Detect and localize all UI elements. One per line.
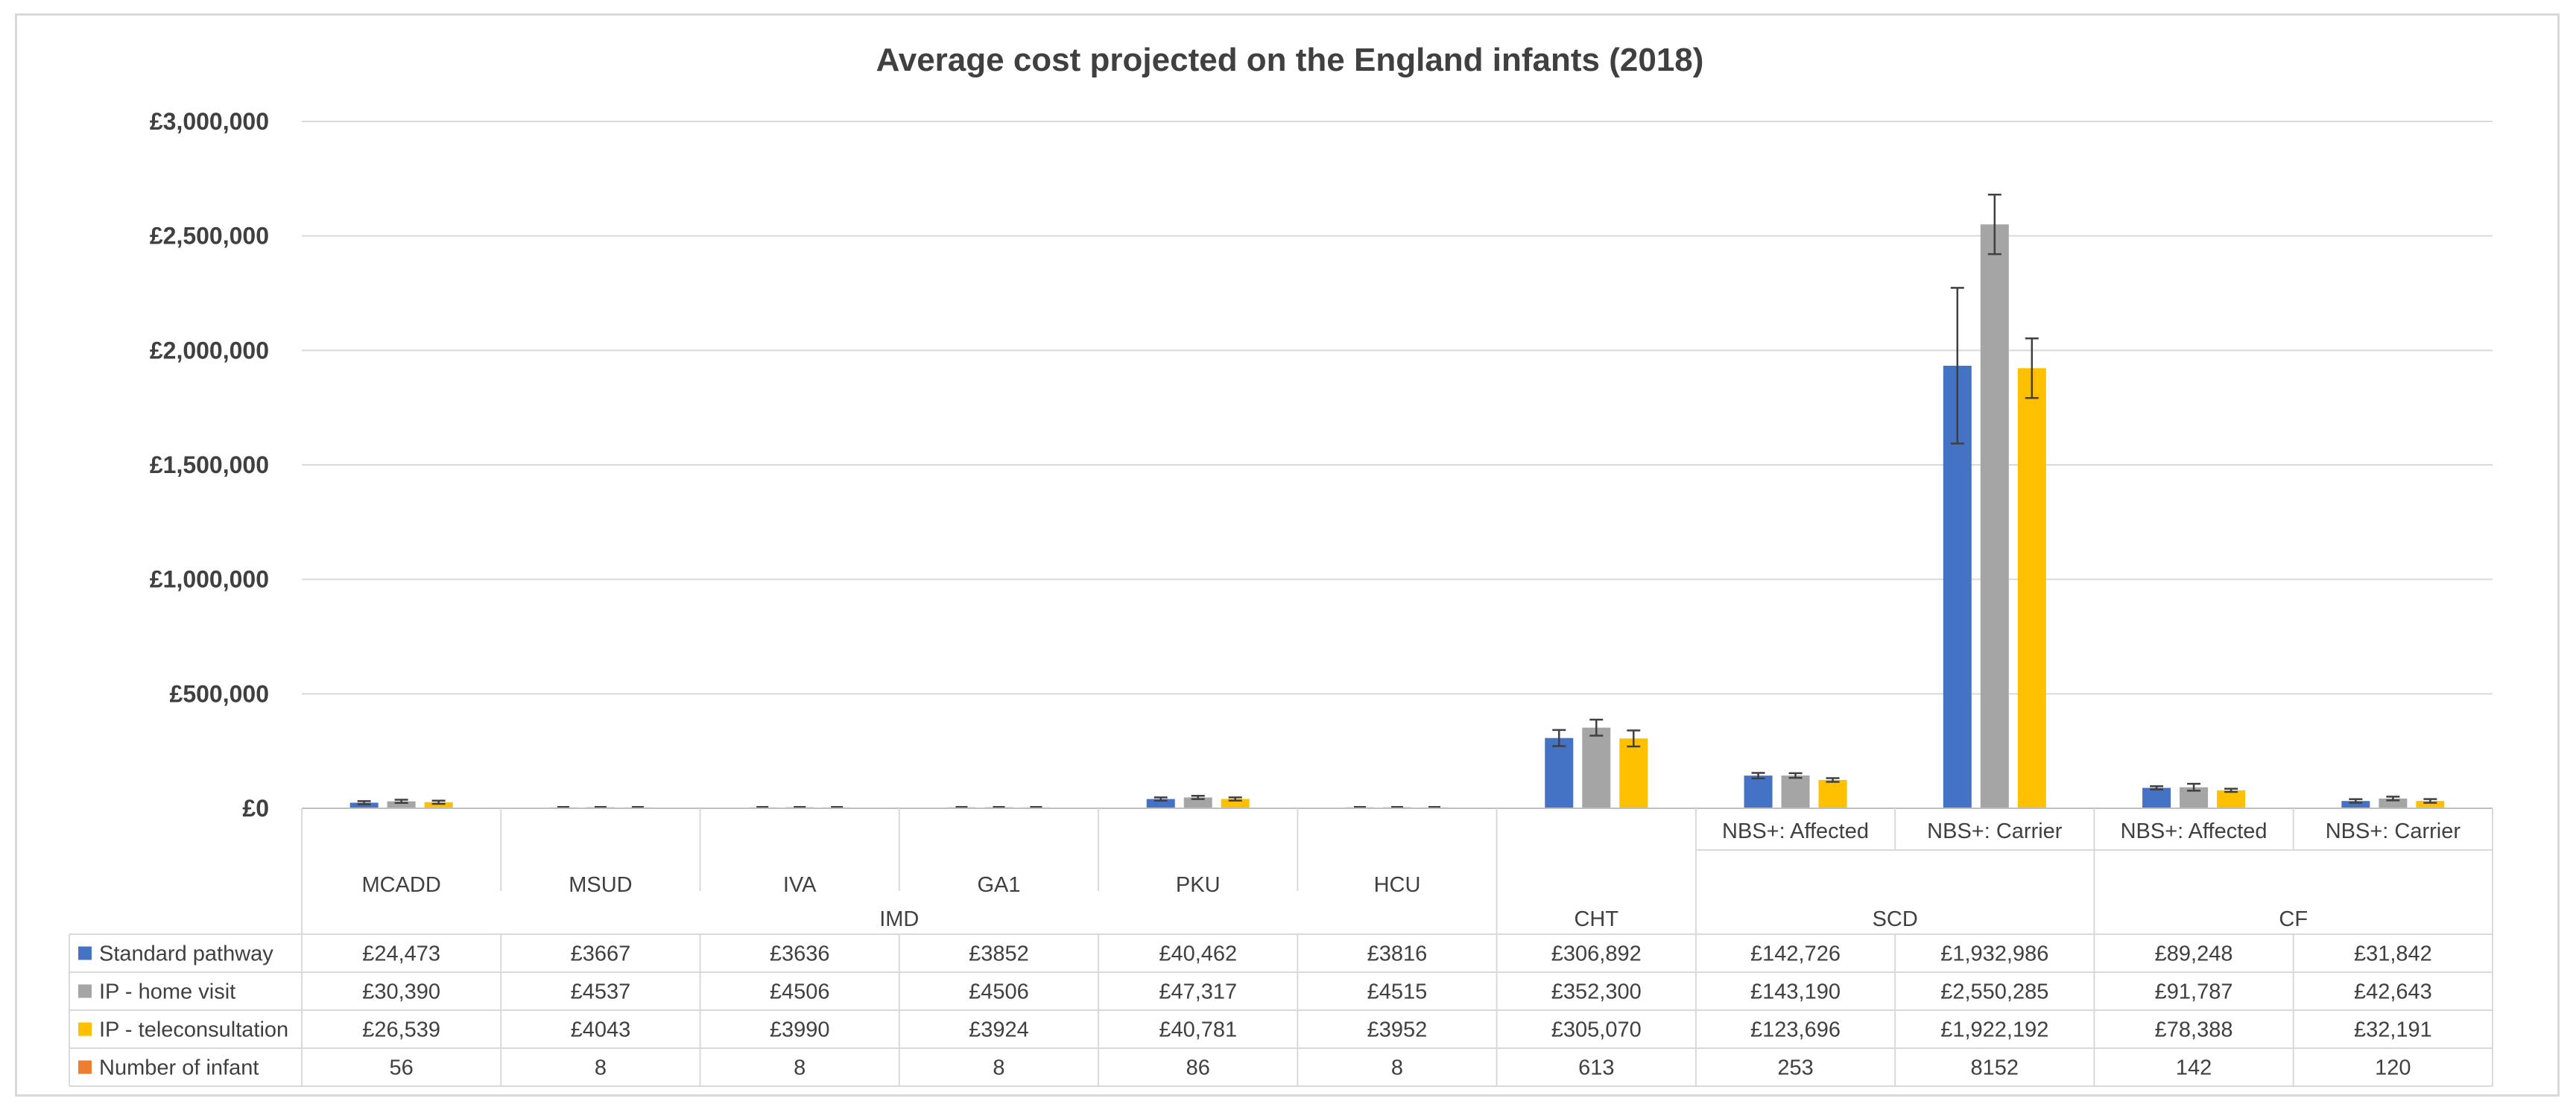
table-cell: £3636	[770, 942, 830, 966]
table-cell: £3952	[1367, 1018, 1428, 1042]
category-label-5: HCU	[1374, 873, 1421, 897]
legend-key-standard-pathway	[78, 946, 92, 960]
table-cell: 8	[993, 1056, 1004, 1080]
table-cell: £306,892	[1551, 942, 1642, 966]
bar-standard-pathway-10	[2341, 801, 2370, 808]
table-cell: 8	[794, 1056, 806, 1080]
bar-ip-teleconsultation-6	[1619, 738, 1648, 808]
chart-title: Average cost projected on the England in…	[876, 42, 1704, 78]
y-tick-label: £3,000,000	[150, 108, 269, 135]
table-cell: £123,696	[1750, 1018, 1841, 1042]
category-label-10: NBS+: Carrier	[2326, 819, 2461, 843]
legend-key-ip-teleconsultation	[78, 1022, 92, 1036]
bar-ip-home-visit-4	[1183, 797, 1212, 808]
table-cell: 86	[1186, 1056, 1210, 1080]
table-cell: £142,726	[1750, 942, 1841, 966]
table-cell: £3667	[571, 942, 631, 966]
table-cell: £26,539	[362, 1018, 440, 1042]
table-cell: £305,070	[1551, 1018, 1642, 1042]
table-cell: £3924	[969, 1018, 1029, 1042]
table-cell: £3990	[770, 1018, 830, 1042]
table-cell: £352,300	[1551, 980, 1642, 1004]
bar-ip-teleconsultation-0	[424, 802, 453, 808]
table-cell: 8	[595, 1056, 607, 1080]
bar-standard-pathway-9	[2142, 787, 2171, 808]
bar-ip-teleconsultation-8	[2017, 368, 2046, 808]
table-cell: 120	[2375, 1056, 2411, 1080]
table-cell: 8152	[1971, 1056, 2019, 1080]
table-cell: 253	[1777, 1056, 1813, 1080]
category-label-2: IVA	[783, 873, 817, 897]
y-tick-label: £0	[242, 795, 269, 822]
table-cell: £32,191	[2354, 1018, 2432, 1042]
chart-frame: Average cost projected on the England in…	[15, 13, 2560, 1097]
category-label-4: PKU	[1176, 873, 1221, 897]
table-cell: £89,248	[2155, 942, 2233, 966]
bar-standard-pathway-6	[1545, 738, 1574, 808]
y-tick-label: £2,000,000	[150, 337, 269, 364]
bar-ip-home-visit-6	[1582, 727, 1611, 808]
group-label-cf: CF	[2279, 907, 2308, 931]
category-label-8: NBS+: Carrier	[1927, 819, 2063, 843]
table-cell: 142	[2176, 1056, 2212, 1080]
table-cell: £4043	[571, 1018, 631, 1042]
y-tick-label: £500,000	[170, 680, 269, 707]
table-cell: £4537	[571, 980, 631, 1004]
table-cell: £4515	[1367, 980, 1428, 1004]
table-cell: £91,787	[2155, 980, 2233, 1004]
table-cell: £47,317	[1159, 980, 1237, 1004]
legend-label-ip-teleconsultation: IP - teleconsultation	[99, 1018, 288, 1042]
group-label-imd: IMD	[879, 907, 919, 931]
bar-standard-pathway-0	[349, 802, 379, 808]
bar-ip-home-visit-8	[1980, 224, 2009, 808]
group-label-cht: CHT	[1574, 907, 1618, 931]
table-cell: 613	[1578, 1056, 1614, 1080]
table-cell: £143,190	[1750, 980, 1841, 1004]
table-cell: £40,781	[1159, 1018, 1237, 1042]
legend-label-number-of-infant: Number of infant	[99, 1056, 259, 1080]
y-tick-label: £1,000,000	[150, 566, 269, 593]
category-label-3: GA1	[977, 873, 1020, 897]
legend-key-ip-home-visit	[78, 984, 92, 998]
category-label-0: MCADD	[361, 873, 440, 897]
bar-ip-teleconsultation-7	[1818, 779, 1847, 808]
group-label-scd: SCD	[1873, 907, 1918, 931]
category-label-9: NBS+: Affected	[2121, 819, 2268, 843]
table-cell: £3816	[1367, 942, 1428, 966]
bar-ip-home-visit-0	[387, 801, 416, 808]
table-cell: £31,842	[2354, 942, 2432, 966]
category-label-1: MSUD	[569, 873, 632, 897]
table-cell: £1,932,986	[1940, 942, 2048, 966]
table-cell: £24,473	[362, 942, 440, 966]
legend-label-ip-home-visit: IP - home visit	[99, 980, 235, 1004]
table-cell: £1,922,192	[1940, 1018, 2048, 1042]
y-tick-label: £2,500,000	[150, 223, 269, 250]
bar-ip-home-visit-7	[1781, 775, 1810, 808]
bar-ip-teleconsultation-9	[2217, 790, 2246, 808]
table-cell: 8	[1391, 1056, 1403, 1080]
table-cell: £4506	[770, 980, 830, 1004]
table-cell: £3852	[969, 942, 1029, 966]
bar-chart: Average cost projected on the England in…	[69, 42, 2493, 1087]
table-cell: £4506	[969, 980, 1029, 1004]
table-cell: £2,550,285	[1940, 980, 2048, 1004]
y-tick-label: £1,500,000	[150, 451, 269, 478]
bar-standard-pathway-4	[1146, 799, 1175, 808]
bar-ip-teleconsultation-10	[2416, 801, 2445, 808]
table-cell: 56	[390, 1056, 414, 1080]
category-label-7: NBS+: Affected	[1722, 819, 1869, 843]
bar-ip-teleconsultation-4	[1221, 799, 1250, 808]
bar-standard-pathway-7	[1744, 776, 1773, 808]
table-cell: £42,643	[2354, 980, 2432, 1004]
legend-label-standard-pathway: Standard pathway	[99, 942, 273, 966]
bar-ip-home-visit-10	[2379, 798, 2408, 808]
legend-key-number-of-infant	[78, 1060, 92, 1074]
table-cell: £40,462	[1159, 942, 1237, 966]
table-cell: £30,390	[362, 980, 440, 1004]
table-cell: £78,388	[2155, 1018, 2233, 1042]
